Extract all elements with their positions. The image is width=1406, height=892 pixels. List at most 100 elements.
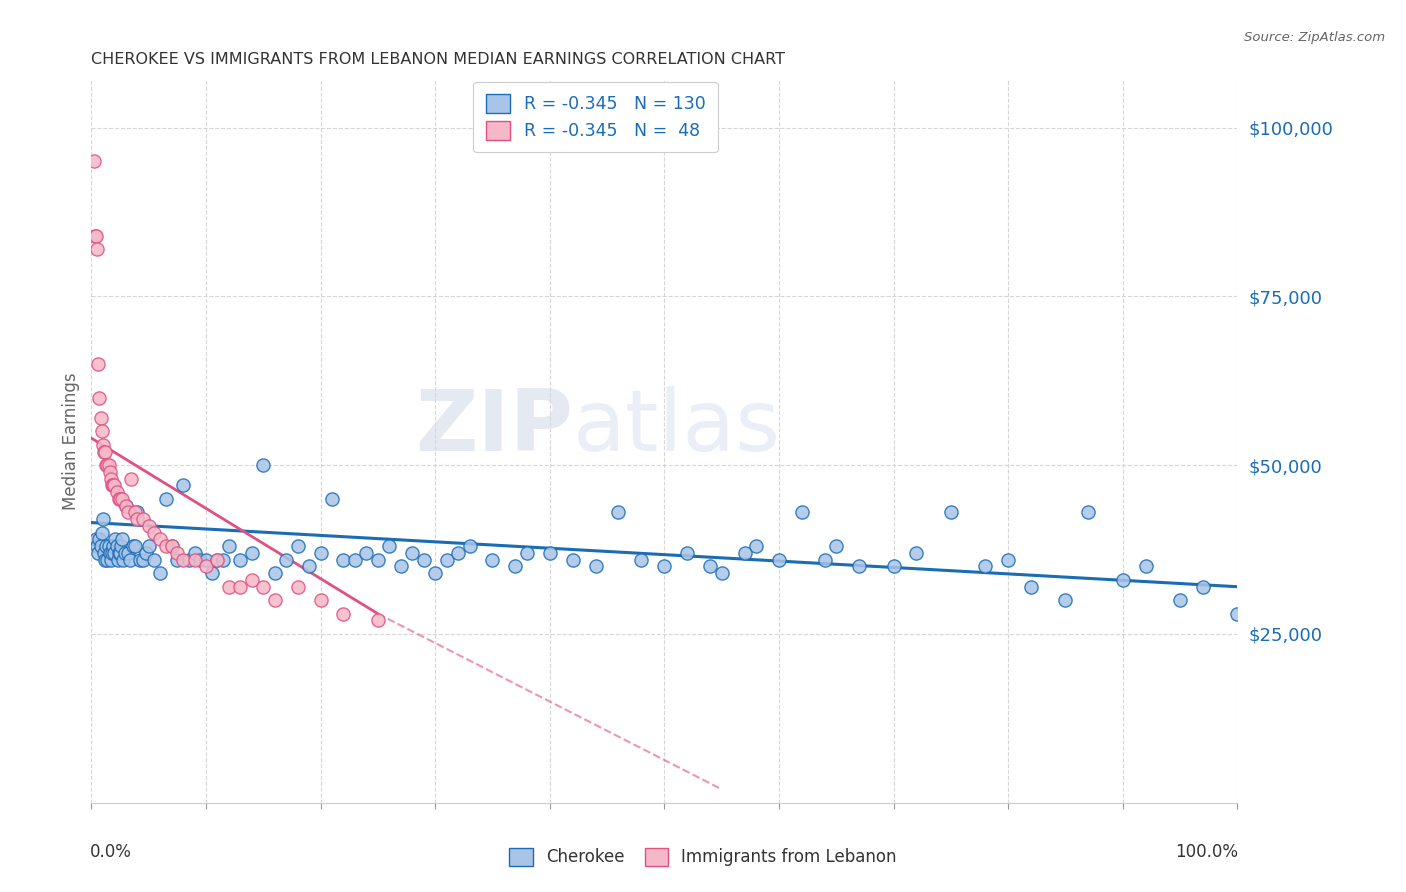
Point (229, 552, 252, 566)
Point (321, 491, 343, 506)
Point (1077, 505, 1099, 519)
Point (172, 478, 194, 492)
Point (96, 552, 118, 566)
Point (149, 566, 172, 581)
Point (124, 505, 146, 519)
Point (252, 580, 274, 594)
Point (101, 539, 124, 553)
Point (94, 444, 117, 458)
Point (276, 552, 298, 566)
Point (108, 491, 131, 506)
Point (183, 546, 205, 560)
Point (997, 552, 1019, 566)
Point (166, 552, 188, 566)
Point (1192, 580, 1215, 594)
Point (790, 505, 813, 519)
Text: atlas: atlas (572, 385, 780, 468)
Legend: Cherokee, Immigrants from Lebanon: Cherokee, Immigrants from Lebanon (503, 841, 903, 873)
Point (132, 512, 155, 526)
Point (436, 552, 458, 566)
Point (83, 228, 105, 243)
Point (699, 559, 721, 574)
Point (447, 546, 470, 560)
Point (114, 499, 136, 513)
Point (143, 552, 166, 566)
Point (138, 519, 160, 533)
Point (401, 546, 423, 560)
Point (240, 546, 263, 560)
Point (105, 485, 128, 500)
Point (104, 533, 127, 547)
Point (882, 559, 904, 574)
Point (128, 552, 150, 566)
Point (1054, 593, 1077, 607)
Point (207, 552, 229, 566)
Point (103, 546, 125, 560)
Point (149, 533, 172, 547)
Point (98, 546, 121, 560)
Point (110, 539, 132, 553)
Point (90, 525, 112, 540)
Point (114, 499, 136, 513)
Point (108, 491, 131, 506)
Point (194, 559, 217, 574)
Text: 0.0%: 0.0% (90, 843, 132, 861)
Point (166, 546, 188, 560)
Point (263, 593, 285, 607)
Point (103, 478, 125, 492)
Point (848, 559, 870, 574)
Point (160, 539, 183, 553)
Point (630, 552, 652, 566)
Point (135, 546, 157, 560)
Point (172, 552, 194, 566)
Point (252, 458, 274, 472)
Point (86, 242, 108, 256)
Point (96, 458, 118, 472)
Point (86, 539, 108, 553)
Point (132, 552, 155, 566)
Point (87, 546, 110, 560)
Point (652, 559, 675, 574)
Point (121, 539, 143, 553)
Point (112, 552, 135, 566)
Point (710, 566, 733, 581)
Point (89, 533, 111, 547)
Point (111, 491, 134, 506)
Point (194, 552, 217, 566)
Point (218, 539, 240, 553)
Point (138, 539, 160, 553)
Point (481, 552, 503, 566)
Point (120, 552, 142, 566)
Point (516, 546, 538, 560)
Point (101, 546, 124, 560)
Point (287, 539, 309, 553)
Point (389, 559, 412, 574)
Point (309, 593, 332, 607)
Point (332, 552, 354, 566)
Point (96, 539, 118, 553)
Point (734, 546, 756, 560)
Point (94, 552, 117, 566)
Point (160, 539, 183, 553)
Point (96, 458, 118, 472)
Point (117, 546, 139, 560)
Point (332, 607, 354, 621)
Point (108, 546, 131, 560)
Point (101, 478, 124, 492)
Point (676, 546, 699, 560)
Text: ZIP: ZIP (415, 385, 572, 468)
Point (93, 444, 115, 458)
Point (121, 472, 143, 486)
Point (97, 539, 120, 553)
Point (412, 552, 434, 566)
Point (218, 580, 240, 594)
Point (183, 552, 205, 566)
Point (124, 539, 146, 553)
Legend: R = -0.345   N = 130, R = -0.345   N =  48: R = -0.345 N = 130, R = -0.345 N = 48 (474, 82, 717, 153)
Point (97, 458, 120, 472)
Point (93, 546, 115, 560)
Point (607, 505, 630, 519)
Point (367, 552, 389, 566)
Point (343, 552, 366, 566)
Point (105, 539, 128, 553)
